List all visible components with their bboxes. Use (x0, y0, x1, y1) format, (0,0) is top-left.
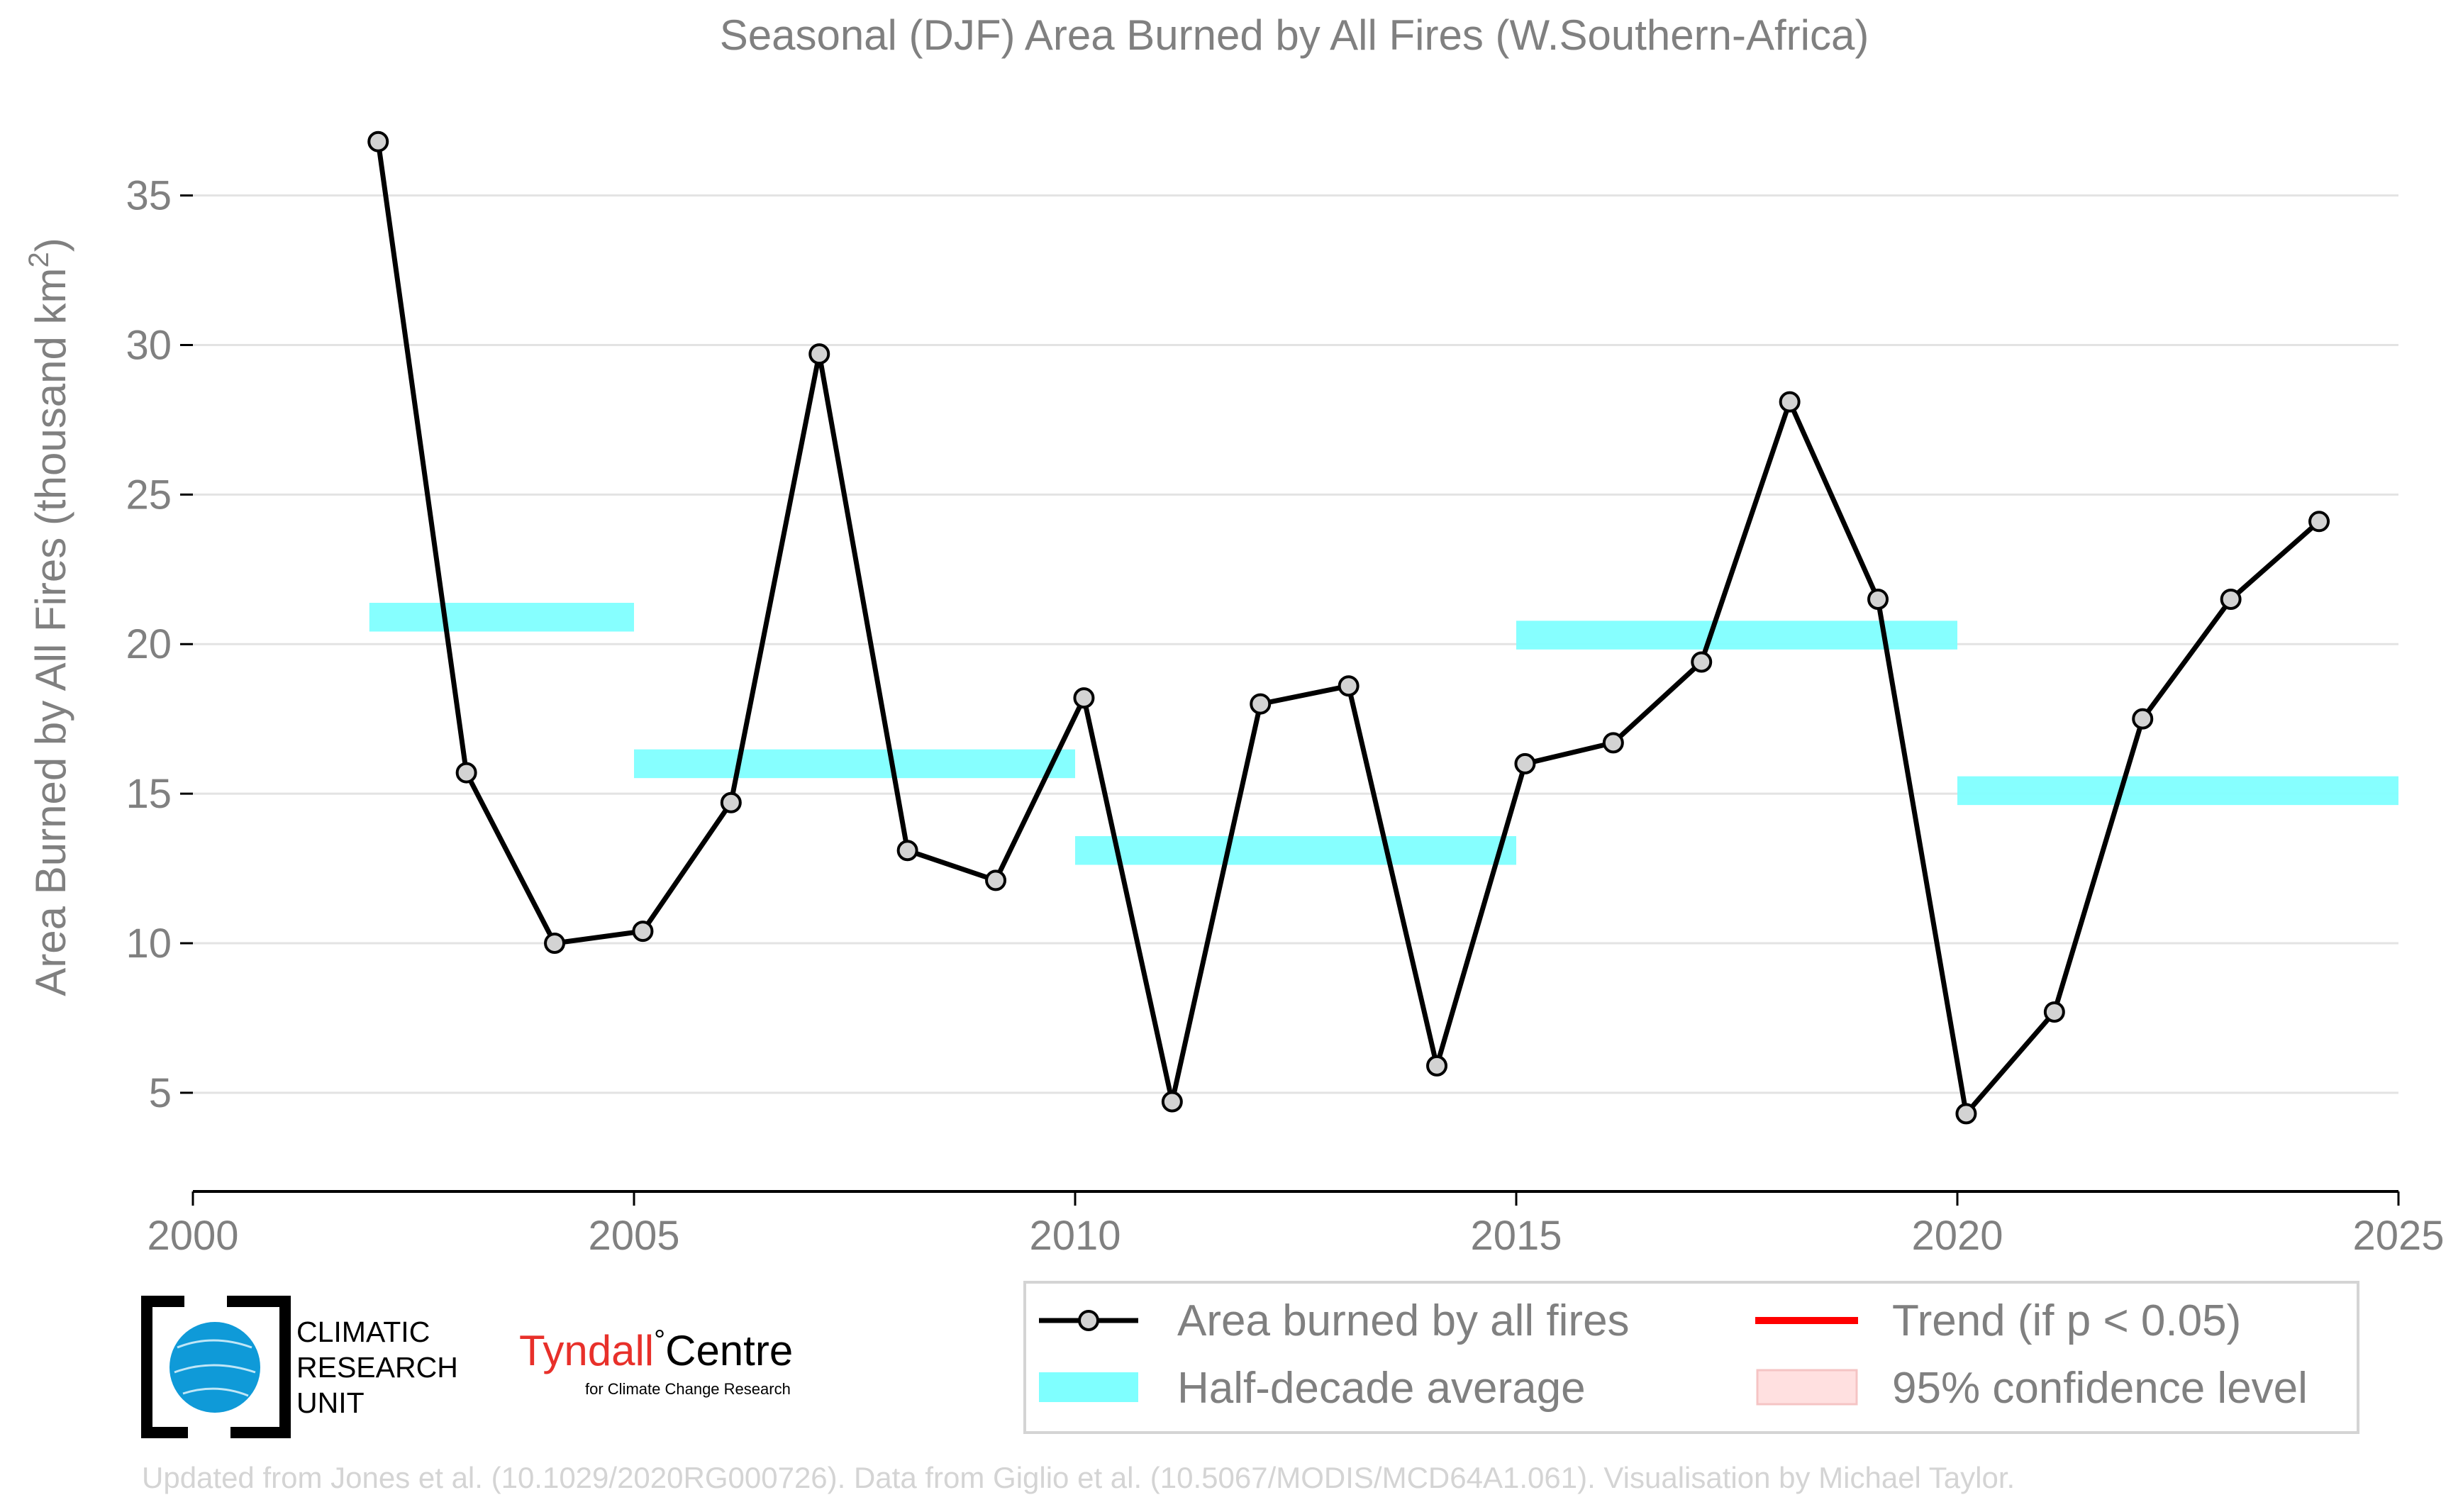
tick-label-y-20: 20 (126, 621, 172, 667)
globe-icon (169, 1322, 260, 1413)
data-point-2024 (2308, 511, 2330, 533)
tyndall-logo-subtitle: for Climate Change Research (585, 1380, 791, 1398)
legend-label-confidence: 95% confidence level (1892, 1364, 2308, 1413)
data-point-2011 (1161, 1091, 1183, 1113)
data-point-2005 (632, 921, 654, 943)
gridlines (193, 194, 2398, 1094)
data-point-2006 (720, 791, 742, 813)
legend-label-half-decade: Half-decade average (1177, 1364, 1586, 1413)
tyndall-logo-title: Tyndall°Centre (519, 1325, 793, 1374)
legend-label-trend: Trend (if p < 0.05) (1892, 1296, 2241, 1345)
footer-credit: Updated from Jones et al. (10.1029/2020R… (142, 1461, 2015, 1494)
data-point-2004 (544, 932, 566, 954)
tick-label-y-25: 25 (126, 472, 172, 518)
data-point-2008 (896, 840, 918, 862)
data-point-2022 (2132, 708, 2154, 730)
half-decade-band-5 (1957, 776, 2398, 806)
data-point-2002 (367, 130, 389, 152)
tick-label-y-5: 5 (149, 1070, 172, 1116)
cru-logo: CLIMATIC RESEARCH UNIT (141, 1292, 458, 1441)
half-decade-bands (369, 603, 2398, 865)
half-decade-band-3 (1075, 835, 1516, 865)
tick-label-x-2015: 2015 (1470, 1213, 1562, 1259)
data-point-2012 (1250, 693, 1272, 715)
tick-label-y-35: 35 (126, 173, 172, 219)
data-point-2015 (1514, 752, 1536, 774)
series-line (375, 141, 2321, 1116)
tick-label-x-2000: 2000 (147, 1213, 238, 1259)
chart-title: Seasonal (DJF) Area Burned by All Fires … (720, 11, 1869, 59)
tick-label-x-2025: 2025 (2352, 1213, 2444, 1259)
data-point-2020 (1955, 1103, 1977, 1125)
cru-logo-line-1: CLIMATIC (296, 1316, 430, 1348)
legend: Area burned by all fires Half-decade ave… (1023, 1281, 2359, 1434)
half-decade-band-4 (1516, 621, 1957, 650)
data-point-2023 (2220, 588, 2242, 610)
cru-logo-line-2: RESEARCH (296, 1351, 458, 1384)
legend-frame (1023, 1281, 2359, 1434)
half-decade-band-2 (634, 749, 1075, 779)
data-point-2013 (1338, 675, 1360, 697)
data-point-2019 (1867, 588, 1889, 610)
cru-logo-line-3: UNIT (296, 1386, 365, 1419)
tick-label-x-2010: 2010 (1029, 1213, 1121, 1259)
tyndall-logo: Tyndall°Centre for Climate Change Resear… (519, 1325, 793, 1398)
data-point-2007 (808, 343, 830, 365)
legend-label-area-burned: Area burned by all fires (1177, 1296, 1630, 1345)
tick-label-y-30: 30 (126, 322, 172, 368)
tick-label-y-10: 10 (126, 921, 172, 967)
data-point-2014 (1426, 1055, 1448, 1077)
legend-swatch-confidence (1756, 1369, 1858, 1406)
data-point-2010 (1073, 687, 1095, 709)
tick-label-x-2020: 2020 (1911, 1213, 2003, 1259)
tick-label-x-2005: 2005 (588, 1213, 679, 1259)
half-decade-band-1 (369, 603, 634, 632)
data-point-2018 (1779, 391, 1801, 413)
data-point-2003 (455, 762, 477, 784)
legend-marker-area-burned (1078, 1310, 1099, 1331)
tick-label-y-15: 15 (126, 771, 172, 817)
data-point-2009 (985, 869, 1007, 891)
legend-swatch-half-decade (1039, 1372, 1138, 1402)
y-axis-label: Area Burned by All Fires (thousand km2) (23, 238, 74, 996)
series-area-burned (367, 130, 2330, 1125)
data-point-2021 (2043, 1001, 2065, 1023)
data-point-2016 (1602, 732, 1624, 754)
data-point-2017 (1691, 651, 1713, 673)
